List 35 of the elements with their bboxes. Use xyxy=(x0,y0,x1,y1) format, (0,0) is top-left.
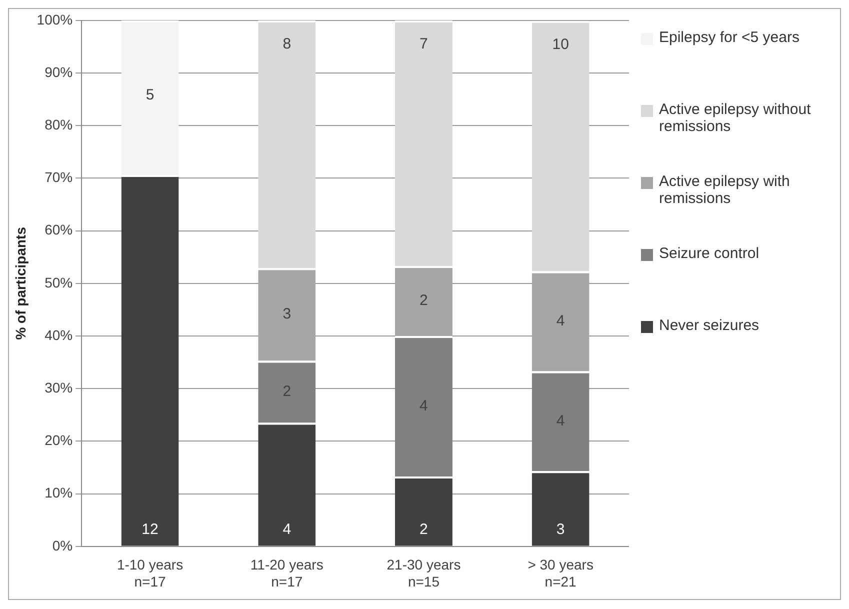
x-tick-label: 21-30 years n=15 xyxy=(386,556,461,590)
y-axis-title: % of participants xyxy=(12,226,28,340)
x-tick-label: 11-20 years n=17 xyxy=(250,556,324,590)
y-tick-label: 0% xyxy=(52,537,73,554)
legend-label: Active epilepsy with remissions xyxy=(659,173,791,207)
y-tick-label: 40% xyxy=(44,326,73,343)
annotation: 4 xyxy=(420,397,428,414)
y-tick-label: 100% xyxy=(36,11,73,28)
annotation: 12 xyxy=(142,521,158,538)
y-tick-label: 10% xyxy=(44,484,73,501)
annotation: 4 xyxy=(556,312,565,330)
y-tick-label: 20% xyxy=(44,432,73,448)
legend-label: Epilepsy for <5 years xyxy=(659,29,800,46)
annotation: 3 xyxy=(556,521,565,538)
y-tick-label: 50% xyxy=(44,274,73,290)
y-tick-label: 30% xyxy=(44,379,73,396)
y-tick-label: 70% xyxy=(44,169,73,186)
legend-label: Seizure control xyxy=(659,245,760,262)
annotation: 4 xyxy=(556,412,565,430)
annotation: 8 xyxy=(282,36,292,53)
annotation: 7 xyxy=(420,36,428,53)
legend-label: Never seizures xyxy=(659,317,760,334)
annotation: 5 xyxy=(146,86,154,104)
annotation: 3 xyxy=(282,306,292,323)
annotation: 10 xyxy=(552,36,569,54)
x-tick-label: 1-10 years n=17 xyxy=(116,556,184,590)
annotation: 2 xyxy=(420,521,428,538)
annotation: 4 xyxy=(282,521,292,538)
y-tick-label: 90% xyxy=(44,64,73,80)
annotation: 2 xyxy=(282,382,292,400)
y-tick-label: 60% xyxy=(44,222,73,238)
y-tick-label: 80% xyxy=(44,116,73,132)
legend-label: Active epilepsy without remissions xyxy=(659,101,812,135)
x-tick-label: > 30 years n=21 xyxy=(528,556,594,590)
annotation: 2 xyxy=(420,292,428,310)
